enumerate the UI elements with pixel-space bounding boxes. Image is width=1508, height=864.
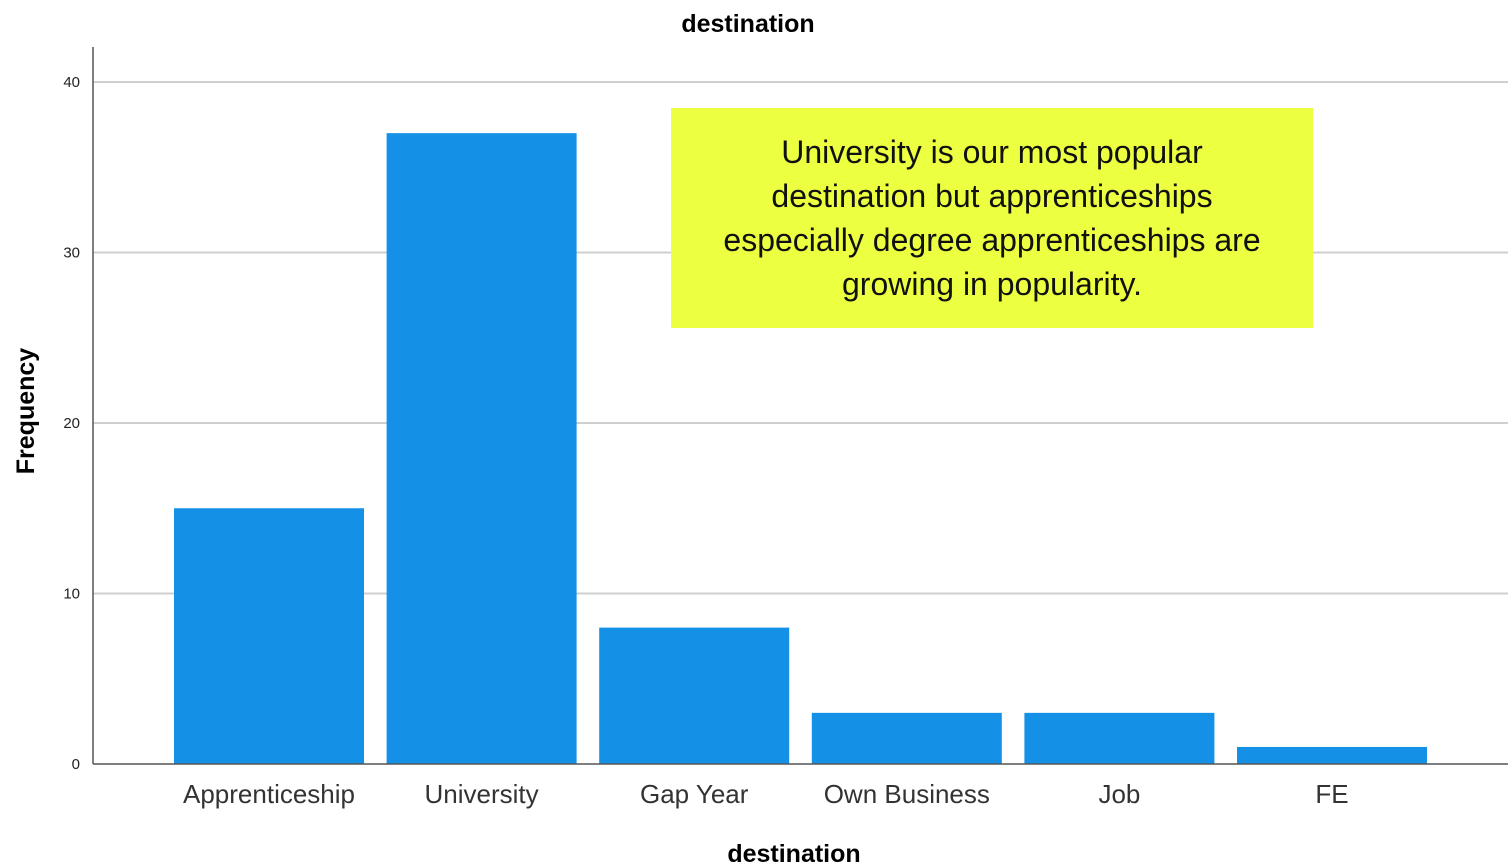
- y-axis-label: Frequency: [12, 348, 40, 475]
- bar-apprenticeship: [174, 508, 364, 764]
- bar-fe: [1237, 746, 1427, 764]
- bar-university: [386, 133, 577, 764]
- x-tick-label: Own Business: [824, 779, 990, 809]
- bar-job: [1024, 712, 1215, 764]
- chart-title: destination: [681, 10, 814, 38]
- bar-own-business: [811, 712, 1002, 764]
- x-tick-label: University: [425, 779, 539, 809]
- y-tick-label: 20: [63, 415, 80, 432]
- y-tick-labels: 0 10 20 30 40: [63, 74, 80, 773]
- x-tick-label: Apprenticeship: [183, 779, 355, 809]
- annotation-text: University is our most popular destinati…: [723, 134, 1261, 302]
- x-axis-label: destination: [727, 840, 860, 864]
- x-tick-labels: Apprenticeship University Gap Year Own Busi…: [183, 779, 1349, 809]
- x-tick-label: Job: [1098, 779, 1140, 809]
- x-tick-label: FE: [1315, 779, 1348, 809]
- bar-gap-year: [599, 627, 790, 764]
- bars: [174, 133, 1427, 764]
- y-tick-label: 30: [63, 245, 80, 262]
- x-tick-label: Gap Year: [640, 779, 749, 809]
- y-tick-label: 10: [63, 586, 80, 603]
- annotation-callout: University is our most popular destinati…: [671, 108, 1313, 328]
- y-tick-label: 0: [72, 756, 80, 773]
- axes: [92, 47, 1508, 765]
- y-tick-label: 40: [63, 74, 80, 91]
